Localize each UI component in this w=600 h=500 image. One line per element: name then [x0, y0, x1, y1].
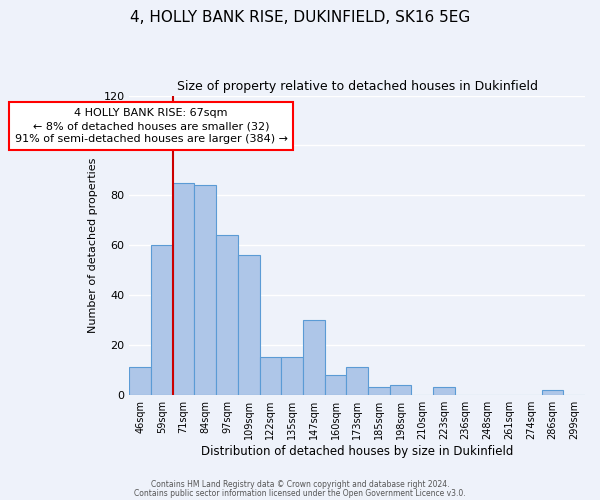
- Bar: [542, 390, 563, 394]
- Title: Size of property relative to detached houses in Dukinfield: Size of property relative to detached ho…: [176, 80, 538, 93]
- Bar: [303, 320, 325, 394]
- Bar: [173, 183, 194, 394]
- Bar: [281, 358, 303, 395]
- Bar: [325, 375, 346, 394]
- Text: 4, HOLLY BANK RISE, DUKINFIELD, SK16 5EG: 4, HOLLY BANK RISE, DUKINFIELD, SK16 5EG: [130, 10, 470, 25]
- Bar: [194, 186, 216, 394]
- Bar: [151, 245, 173, 394]
- Text: Contains HM Land Registry data © Crown copyright and database right 2024.: Contains HM Land Registry data © Crown c…: [151, 480, 449, 489]
- Text: Contains public sector information licensed under the Open Government Licence v3: Contains public sector information licen…: [134, 488, 466, 498]
- Bar: [368, 387, 390, 394]
- Bar: [130, 368, 151, 394]
- Text: 4 HOLLY BANK RISE: 67sqm
← 8% of detached houses are smaller (32)
91% of semi-de: 4 HOLLY BANK RISE: 67sqm ← 8% of detache…: [14, 108, 287, 144]
- Bar: [390, 384, 412, 394]
- X-axis label: Distribution of detached houses by size in Dukinfield: Distribution of detached houses by size …: [201, 444, 514, 458]
- Bar: [433, 387, 455, 394]
- Bar: [238, 255, 260, 394]
- Bar: [260, 358, 281, 395]
- Bar: [216, 235, 238, 394]
- Y-axis label: Number of detached properties: Number of detached properties: [88, 158, 98, 333]
- Bar: [346, 368, 368, 394]
